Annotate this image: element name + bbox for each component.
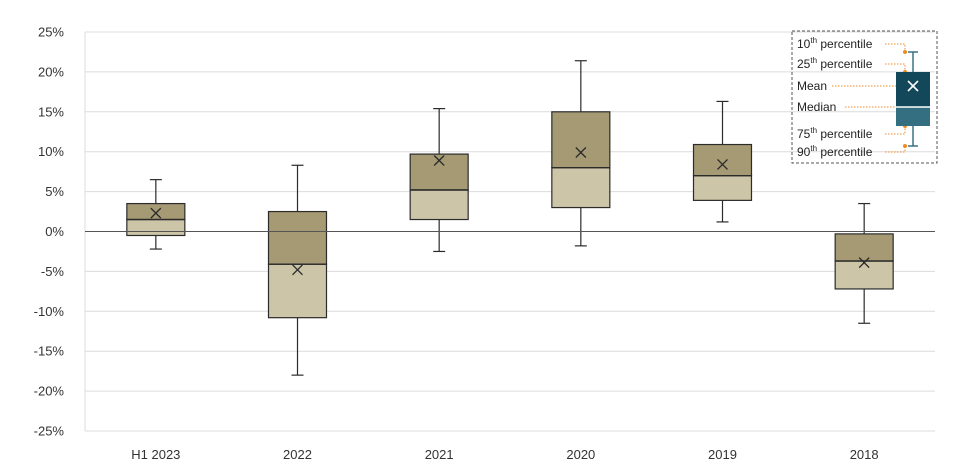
x-tick-label: 2022 bbox=[283, 447, 312, 462]
legend-label: 10th percentile bbox=[797, 36, 873, 51]
upper-box bbox=[126, 202, 186, 221]
x-tick-label: 2018 bbox=[850, 447, 879, 462]
mean-marker bbox=[858, 257, 870, 269]
gridlines bbox=[84, 31, 935, 432]
lower-box bbox=[267, 263, 328, 319]
legend-box-graphic bbox=[896, 51, 930, 147]
legend-leader bbox=[885, 43, 906, 52]
lower-box bbox=[126, 218, 186, 237]
upper-box bbox=[267, 210, 328, 265]
lower-box bbox=[834, 260, 894, 290]
legend-leader-dot bbox=[903, 144, 907, 148]
box-2021 bbox=[409, 108, 469, 253]
mean-marker bbox=[433, 155, 445, 166]
x-tick-label: 2020 bbox=[566, 447, 595, 462]
legend-label: 75th percentile bbox=[797, 126, 873, 141]
y-tick-label: -25% bbox=[34, 424, 65, 439]
legend-leader-dot bbox=[903, 50, 907, 54]
x-tick-label: H1 2023 bbox=[131, 447, 180, 462]
y-tick-label: 20% bbox=[38, 64, 64, 79]
legend-lower-box bbox=[896, 107, 930, 126]
legend-leader bbox=[885, 146, 906, 153]
y-tick-label: 10% bbox=[38, 144, 64, 159]
lower-box bbox=[692, 175, 753, 201]
legend-label: 25th percentile bbox=[797, 56, 873, 71]
box-h1-2023 bbox=[126, 179, 186, 250]
mean-marker bbox=[150, 207, 162, 219]
x-tick-label: 2021 bbox=[425, 447, 454, 462]
mean-marker bbox=[292, 264, 303, 276]
lower-box bbox=[409, 189, 469, 221]
legend-frame bbox=[791, 30, 938, 164]
y-tick-label: -10% bbox=[34, 304, 65, 319]
y-tick-label: 25% bbox=[38, 25, 64, 40]
legend-label: Median bbox=[797, 100, 836, 114]
mean-marker bbox=[717, 159, 728, 170]
box-2019 bbox=[692, 100, 753, 223]
upper-box bbox=[551, 111, 611, 169]
box-2020 bbox=[551, 60, 611, 247]
y-tick-label: -15% bbox=[34, 344, 65, 359]
legend-label: Mean bbox=[797, 79, 827, 93]
legend: 10th percentile 25th percentile Mean Median… bbox=[791, 30, 938, 164]
y-tick-label: 0% bbox=[45, 224, 64, 239]
legend-leader bbox=[885, 126, 906, 135]
y-tick-label: 15% bbox=[38, 104, 64, 119]
legend-label: 90th percentile bbox=[797, 144, 873, 159]
mean-marker bbox=[575, 147, 587, 158]
lower-box bbox=[551, 167, 611, 209]
box-series bbox=[126, 60, 894, 376]
upper-box bbox=[692, 143, 753, 177]
y-axis-tick-labels: 25% 20% 15% 10% 5% 0% -5% -10% -15% -20% -25% bbox=[34, 25, 65, 439]
upper-box bbox=[409, 153, 469, 191]
x-axis-tick-labels: H1 2023 2022 2021 2020 2019 2018 bbox=[131, 447, 878, 462]
box-2022 bbox=[267, 164, 328, 376]
y-tick-label: -5% bbox=[41, 264, 65, 279]
x-tick-label: 2019 bbox=[708, 447, 737, 462]
legend-leader bbox=[885, 63, 906, 72]
box-2018 bbox=[834, 202, 894, 324]
legend-upper-box bbox=[896, 72, 930, 107]
y-tick-label: -20% bbox=[34, 384, 65, 399]
upper-box bbox=[834, 233, 894, 262]
y-tick-label: 5% bbox=[45, 184, 64, 199]
